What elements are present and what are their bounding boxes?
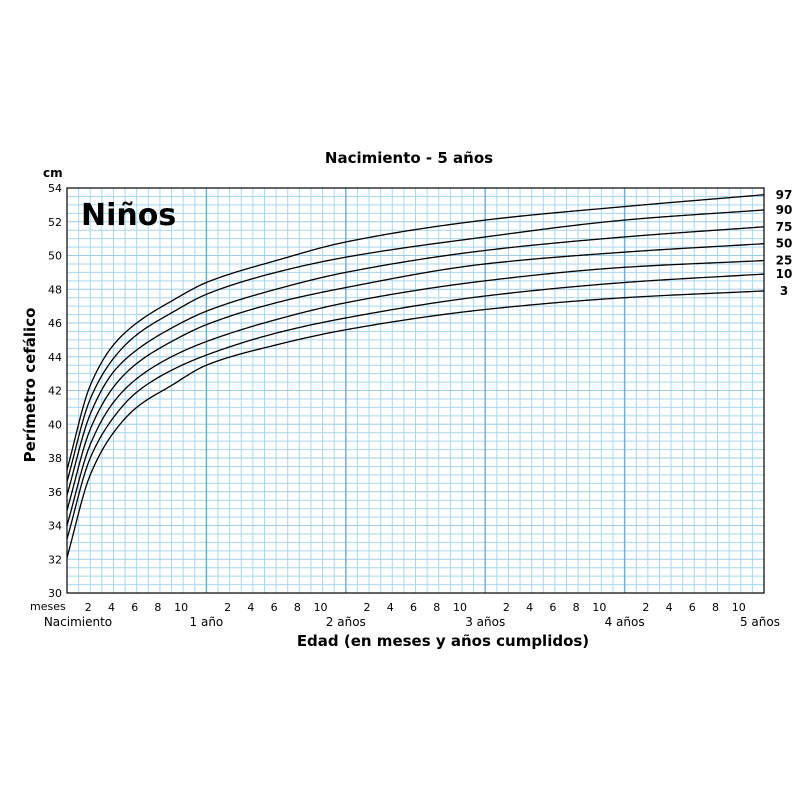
- month-tick-label: 10: [314, 601, 328, 614]
- age-label: 4 años: [605, 615, 645, 629]
- percentile-curve-25: [66, 259, 765, 526]
- y-tick-label: 54: [48, 182, 62, 195]
- percentile-label-75: 75: [776, 220, 793, 234]
- percentile-curve-3: [66, 290, 765, 558]
- age-label: 5 años: [740, 615, 780, 629]
- y-tick-label: 36: [48, 486, 62, 499]
- percentile-curve-90: [66, 209, 765, 482]
- y-tick-label: 46: [48, 317, 62, 330]
- month-tick-label: 8: [573, 601, 580, 614]
- percentile-curve-50: [66, 243, 765, 511]
- month-tick-label: 8: [154, 601, 161, 614]
- percentile-curve-75: [66, 226, 765, 496]
- month-tick-label: 6: [131, 601, 138, 614]
- percentile-curve-10: [66, 273, 765, 540]
- month-tick-label: 4: [387, 601, 394, 614]
- grid: [67, 187, 764, 594]
- y-tick-label: 44: [48, 351, 62, 364]
- y-tick-label: 40: [48, 418, 62, 431]
- month-tick-label: 4: [666, 601, 673, 614]
- month-tick-label: 4: [108, 601, 115, 614]
- y-tick-label: 32: [48, 553, 62, 566]
- month-tick-label: 4: [526, 601, 533, 614]
- y-tick-label: 48: [48, 283, 62, 296]
- month-tick-labels: 2 4 6 8 10 2 4 6 8 10 2 4 6 8 10 2 4 6 8 10 2 4 6 8 10: [85, 601, 746, 614]
- y-tick-labels: 30 32 34 36 38 40 42 44 46 48 50 52 54: [48, 182, 62, 600]
- month-tick-label: 8: [294, 601, 301, 614]
- month-tick-label: 10: [592, 601, 606, 614]
- month-tick-label: 6: [549, 601, 556, 614]
- percentile-label-3: 3: [780, 284, 788, 298]
- percentile-label-50: 50: [776, 237, 793, 251]
- percentile-label-90: 90: [776, 203, 793, 217]
- month-tick-label: 10: [453, 601, 467, 614]
- age-label: 2 años: [326, 615, 366, 629]
- month-tick-label: 2: [85, 601, 92, 614]
- month-tick-label: 2: [503, 601, 510, 614]
- month-tick-label: 10: [732, 601, 746, 614]
- plot-frame: [66, 187, 765, 594]
- y-tick-label: 50: [48, 250, 62, 263]
- percentile-curve-97: [66, 194, 765, 470]
- age-label: Nacimiento: [44, 615, 112, 629]
- y-tick-label: 34: [48, 520, 62, 533]
- chart-title: Nacimiento - 5 años: [325, 149, 493, 167]
- month-tick-label: 10: [174, 601, 188, 614]
- y-tick-label: 38: [48, 452, 62, 465]
- month-tick-label: 6: [271, 601, 278, 614]
- month-tick-label: 2: [364, 601, 371, 614]
- age-labels: Nacimiento 1 año 2 años 3 años 4 años 5 años: [44, 615, 780, 629]
- x-axis-title: Edad (en meses y años cumplidos): [297, 632, 589, 650]
- chart-subtitle: Niños: [81, 198, 176, 233]
- percentile-label-10: 10: [776, 267, 793, 281]
- y-unit: cm: [43, 166, 63, 180]
- month-tick-label: 6: [689, 601, 696, 614]
- month-tick-label: 4: [247, 601, 254, 614]
- y-axis-title: Perímetro cefálico: [21, 308, 39, 463]
- percentile-curves: [66, 194, 765, 558]
- y-tick-label: 30: [48, 587, 62, 600]
- months-label: meses: [30, 600, 66, 613]
- month-tick-label: 6: [410, 601, 417, 614]
- month-tick-label: 8: [433, 601, 440, 614]
- percentile-label-97: 97: [776, 188, 793, 202]
- y-tick-label: 42: [48, 385, 62, 398]
- month-tick-label: 8: [712, 601, 719, 614]
- month-tick-label: 2: [642, 601, 649, 614]
- month-tick-label: 2: [224, 601, 231, 614]
- y-tick-label: 52: [48, 216, 62, 229]
- age-label: 1 año: [190, 615, 224, 629]
- age-label: 3 años: [465, 615, 505, 629]
- percentile-label-25: 25: [776, 254, 793, 268]
